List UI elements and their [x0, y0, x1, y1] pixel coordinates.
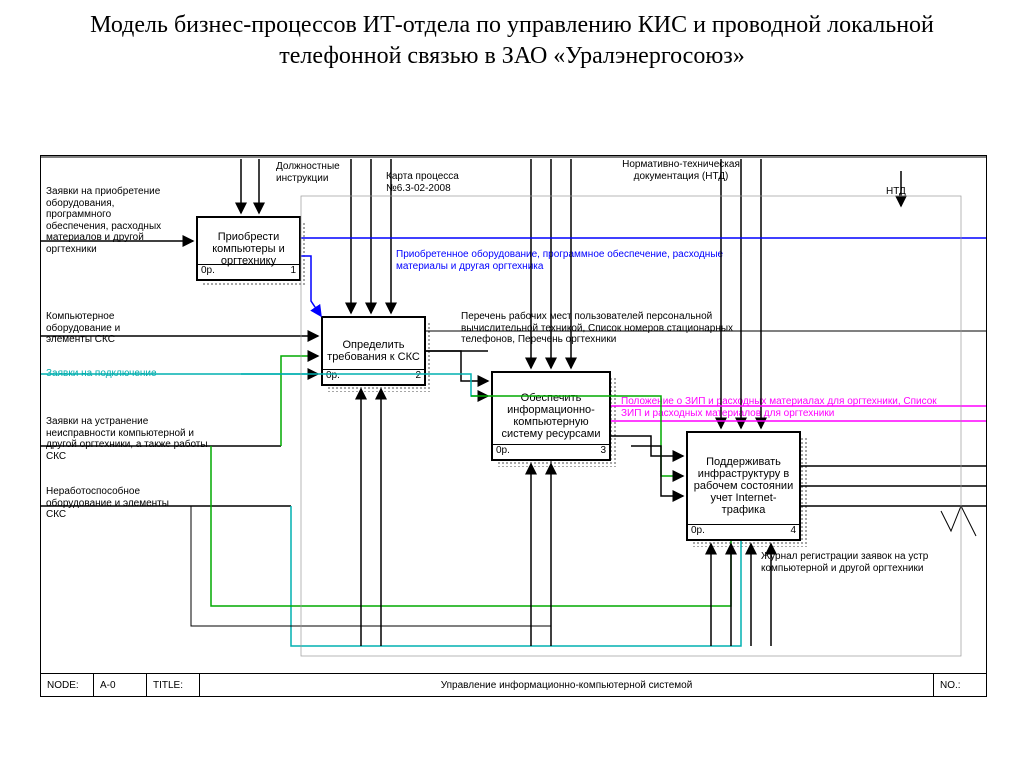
box-footer: 0р. 3	[493, 444, 609, 459]
label-polozhenie: Положение о ЗИП и расходных материалах д…	[621, 396, 941, 419]
box-code: 0р.	[198, 265, 290, 279]
label-perechen: Перечень рабочих мест пользователей перс…	[461, 311, 781, 346]
label-zhurnal: Журнал регистрации заявок на устр компью…	[761, 551, 971, 574]
box-num: 4	[790, 525, 799, 539]
box-code: 0р.	[688, 525, 790, 539]
node-label: NODE:	[41, 674, 94, 696]
label-ntd-short: НТД	[886, 186, 926, 198]
page-title: Модель бизнес-процессов ИТ-отдела по упр…	[0, 0, 1024, 77]
label-priobret: Приобретенное оборудование, программное …	[396, 249, 726, 272]
box-code: 0р.	[323, 370, 415, 384]
node-value: А-0	[94, 674, 147, 696]
box-2: Определить требования к СКС 0р. 2	[321, 316, 426, 386]
label-ntd-full: Нормативно-техническая документация (НТД…	[616, 159, 746, 182]
box-code: 0р.	[493, 445, 600, 459]
diagram-area: Должностные инструкции Карта процесса №6…	[41, 156, 986, 671]
label-instructions: Должностные инструкции	[276, 161, 356, 184]
box-footer: 0р. 4	[688, 524, 799, 539]
label-zayavki-podkl: Заявки на подключение	[46, 368, 186, 380]
box-text: Поддерживать инфраструктуру в рабочем со…	[692, 437, 795, 535]
label-nerabot: Неработоспособное оборудование и элемент…	[46, 486, 186, 521]
box-num: 3	[600, 445, 609, 459]
box-4: Поддерживать инфраструктуру в рабочем со…	[686, 431, 801, 541]
box-footer: 0р. 1	[198, 264, 299, 279]
bottom-bar: NODE: А-0 TITLE: Управление информационн…	[41, 673, 986, 696]
label-process-card: Карта процесса №6.3-02-2008	[386, 171, 486, 194]
label-zayavki-ustran: Заявки на устранение неисправности компь…	[46, 416, 211, 462]
label-zayavki-priobr: Заявки на приобретение оборудования, про…	[46, 186, 166, 255]
title-label: TITLE:	[147, 674, 200, 696]
no-label: NO.:	[934, 674, 986, 696]
box-3: Обеспечить информационно-компьютерную си…	[491, 371, 611, 461]
title-value: Управление информационно-компьютерной си…	[200, 674, 934, 696]
box-footer: 0р. 2	[323, 369, 424, 384]
label-komp-oborud: Компьютерное оборудование и элементы СКС	[46, 311, 166, 346]
diagram-frame: Должностные инструкции Карта процесса №6…	[40, 155, 987, 697]
box-num: 1	[290, 265, 299, 279]
box-num: 2	[415, 370, 424, 384]
box-1: Приобрести компьютеры и оргтехнику 0р. 1	[196, 216, 301, 281]
